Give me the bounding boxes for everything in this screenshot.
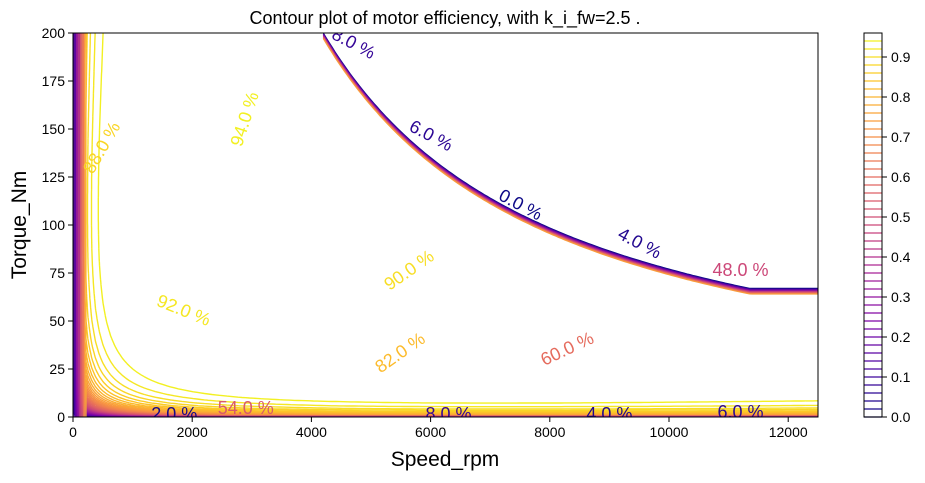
y-tick-label: 100 <box>42 217 66 233</box>
x-tick-label: 2000 <box>177 424 208 440</box>
boundary-contours <box>73 33 818 417</box>
y-axis-label: Torque_Nm <box>8 171 31 280</box>
x-axis: 0 2000 4000 6000 8000 10000 12000 <box>69 417 808 440</box>
colorbar-tick-label: 0.2 <box>891 329 911 345</box>
colorbar: 0.0 0.1 0.2 0.3 0.4 0.5 0.6 0.7 0.8 0.9 <box>863 32 911 425</box>
y-tick-label: 150 <box>42 121 66 137</box>
contour-label: 4.0 % <box>586 404 632 424</box>
x-tick-label: 6000 <box>415 424 446 440</box>
x-tick-label: 12000 <box>769 424 808 440</box>
y-tick-label: 0 <box>57 409 65 425</box>
colorbar-tick-label: 0.5 <box>891 209 911 225</box>
colorbar-tick-label: 0.7 <box>891 129 911 145</box>
y-tick-label: 75 <box>49 265 65 281</box>
contour-label: 54.0 % <box>218 398 274 418</box>
colorbar-tick-label: 0.1 <box>891 369 911 385</box>
boundary-contour <box>322 38 818 295</box>
colorbar-tick-label: 0.4 <box>891 249 911 265</box>
colorbar-tick-label: 0.3 <box>891 289 911 305</box>
colorbar-tick-label: 0.8 <box>891 89 911 105</box>
x-tick-label: 0 <box>69 424 77 440</box>
colorbar-tick-label: 0.6 <box>891 169 911 185</box>
plot-area: 94.0 %92.0 %90.0 %82.0 % 60.0 %88.0 %8.0 … <box>73 33 818 424</box>
contour-line <box>86 33 818 410</box>
y-axis: 0 25 50 75 100 125 150 175 200 <box>42 25 73 425</box>
colorbar-tick-label: 0.9 <box>891 49 911 65</box>
contour-label: 8.0 % <box>425 404 471 424</box>
x-tick-label: 4000 <box>296 424 327 440</box>
chart-title: Contour plot of motor efficiency, with k… <box>249 8 640 29</box>
x-tick-label: 10000 <box>650 424 689 440</box>
contour-label: 48.0 % <box>712 260 768 280</box>
colorbar-frame <box>863 32 883 418</box>
contour-line <box>97 33 818 404</box>
x-axis-label: Speed_rpm <box>391 448 500 471</box>
colorbar-tick-label: 0.0 <box>891 409 911 425</box>
y-tick-label: 175 <box>42 73 66 89</box>
y-tick-label: 50 <box>49 313 65 329</box>
y-tick-label: 25 <box>49 361 65 377</box>
y-tick-label: 200 <box>42 25 66 41</box>
contour-label: 6.0 % <box>717 402 763 422</box>
x-tick-label: 8000 <box>534 424 565 440</box>
contour-label: 2.0 % <box>151 404 197 424</box>
contour-line <box>90 33 818 408</box>
y-tick-label: 125 <box>42 169 66 185</box>
